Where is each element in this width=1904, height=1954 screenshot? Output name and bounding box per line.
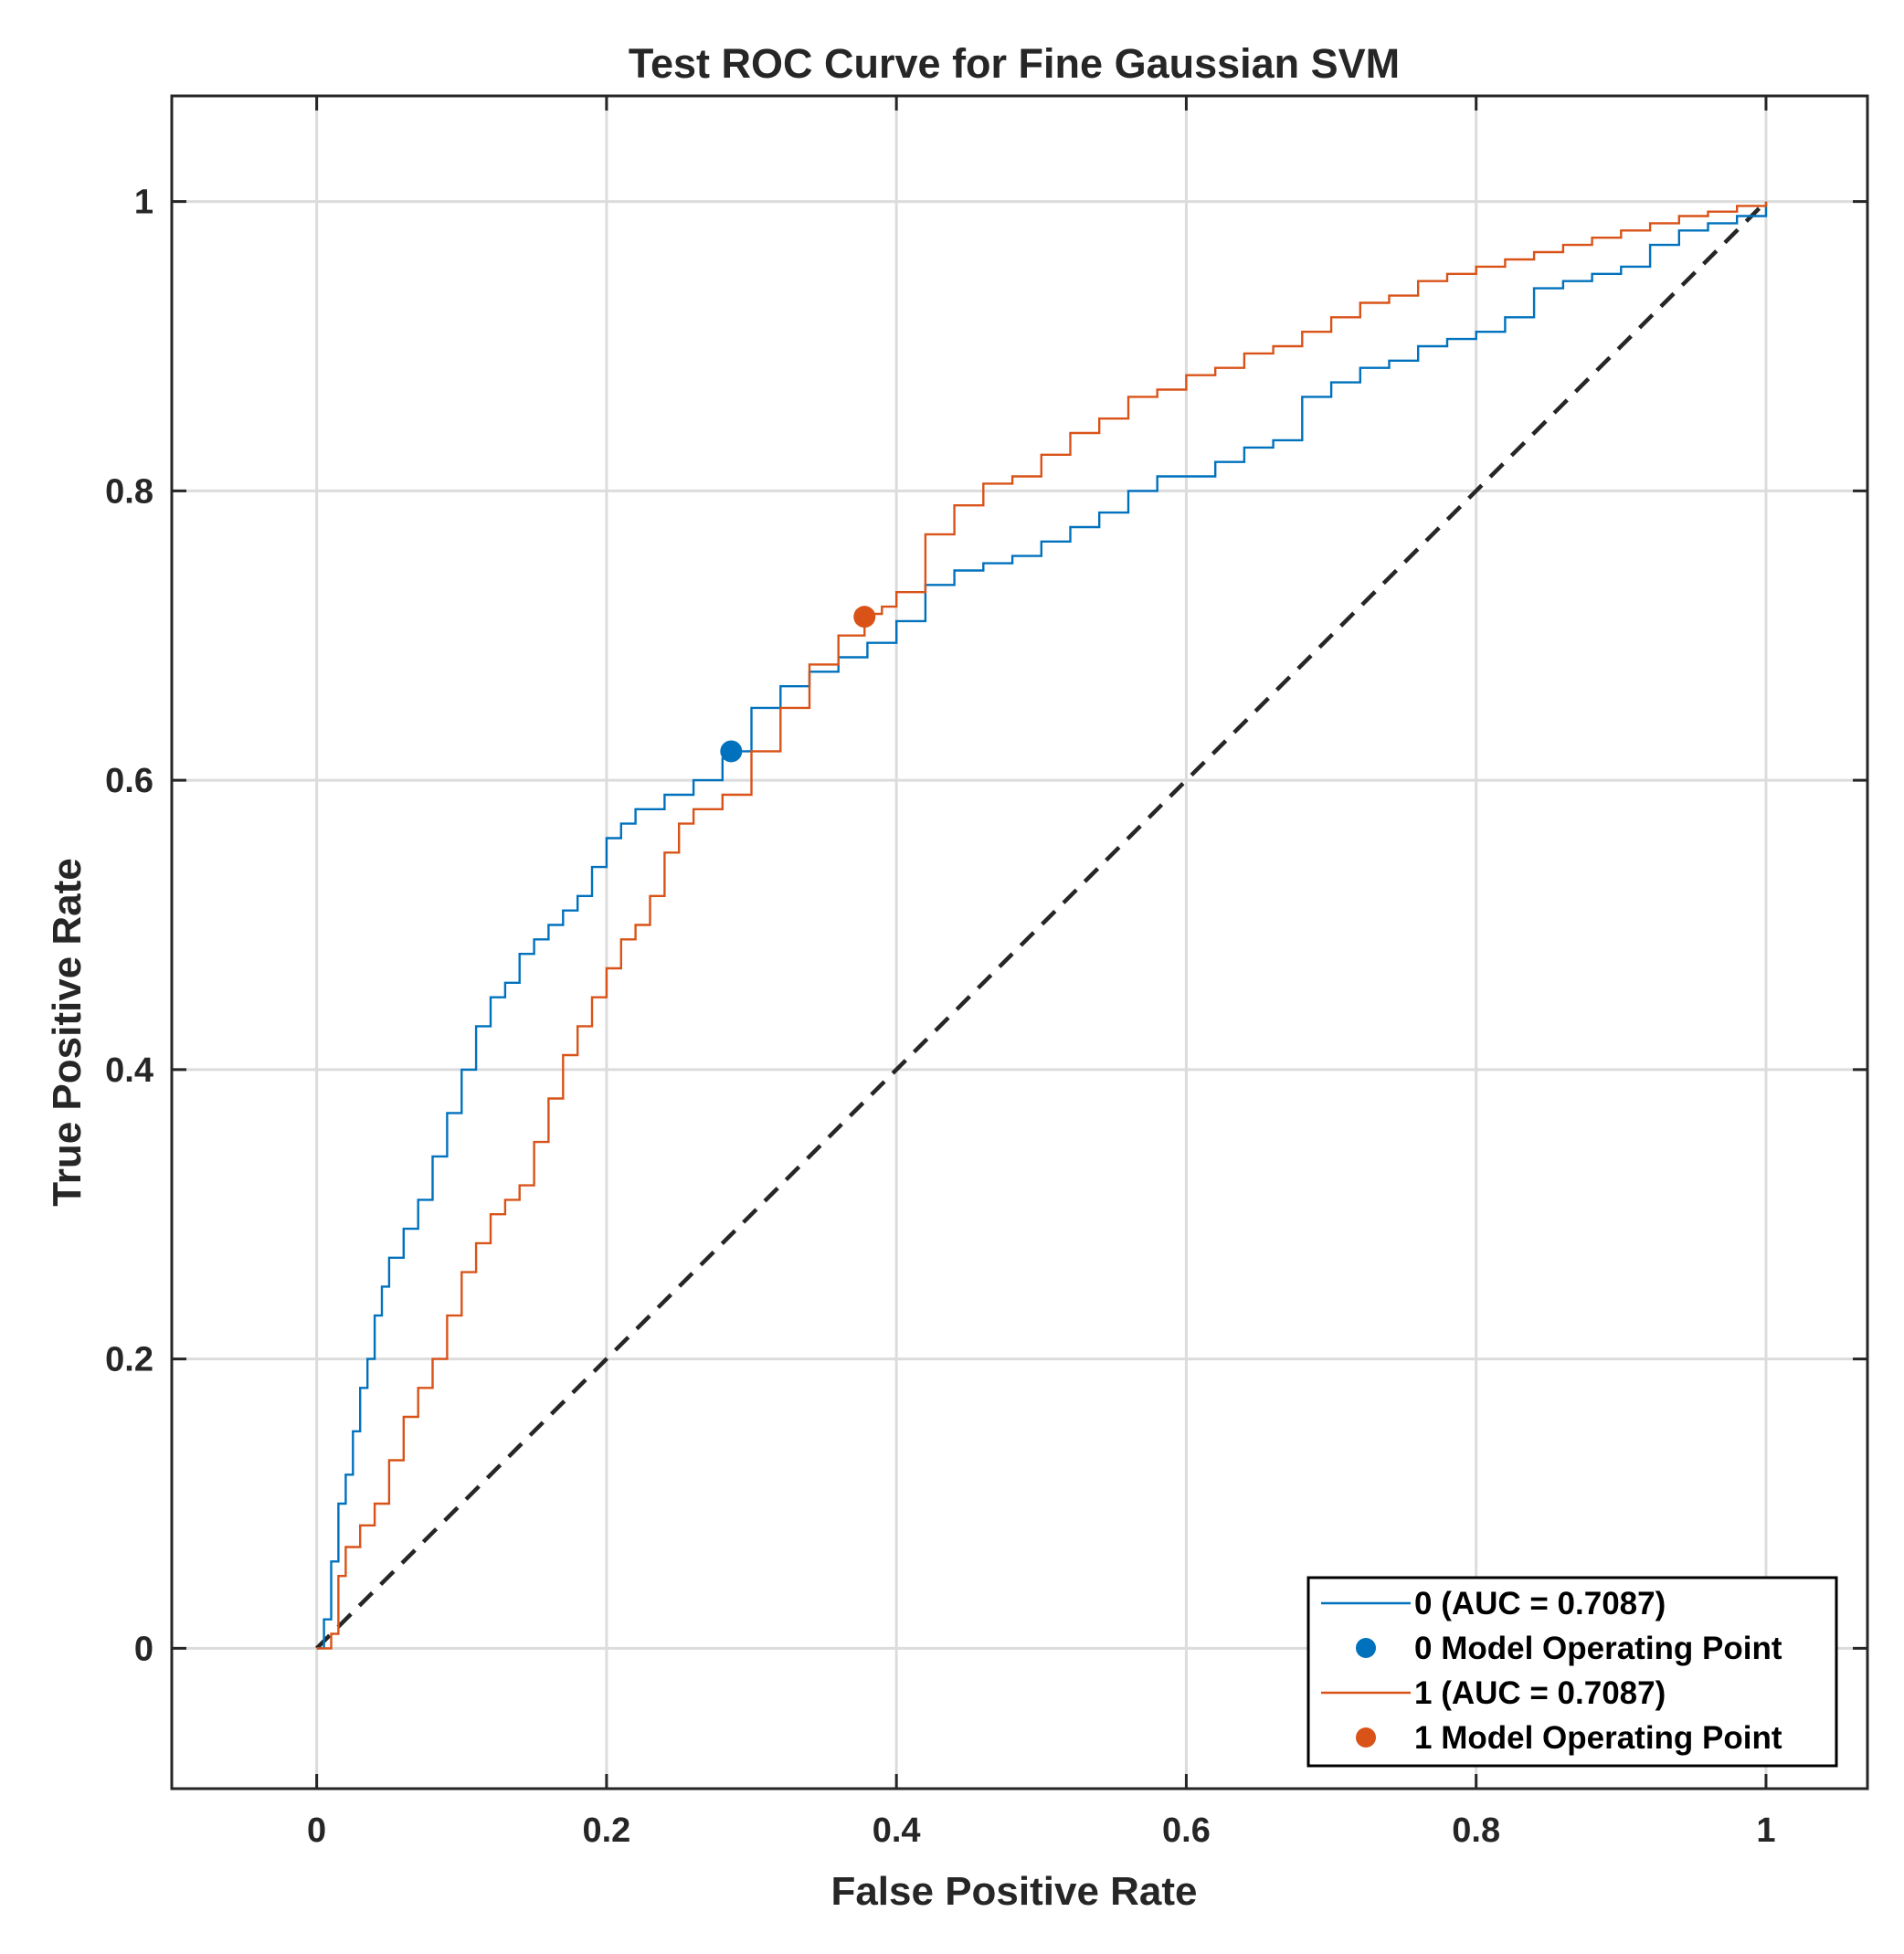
x-tick-label: 1	[1756, 1811, 1775, 1850]
x-tick-label: 0.4	[873, 1811, 921, 1850]
legend-entry-label: 1 (AUC = 0.7087)	[1414, 1675, 1666, 1711]
y-tick-label: 0.2	[105, 1341, 153, 1379]
operating-point-class-0	[720, 740, 743, 763]
y-tick-label: 0	[134, 1630, 153, 1668]
x-tick-label: 0	[307, 1811, 326, 1850]
legend-box	[1306, 1576, 1838, 1768]
legend-swatch-dot	[1356, 1727, 1376, 1748]
y-tick-label: 0.6	[105, 762, 153, 800]
operating-point-class-1	[853, 606, 876, 628]
legend-entry-label: 0 (AUC = 0.7087)	[1414, 1586, 1666, 1621]
legend-entry-label: 1 Model Operating Point	[1414, 1720, 1782, 1756]
x-axis-label: False Positive Rate	[830, 1869, 1197, 1914]
axis-ticks	[172, 96, 1867, 1789]
roc-series	[316, 201, 1768, 1650]
x-tick-label: 0.8	[1452, 1811, 1500, 1850]
roc-curve-class-0	[316, 201, 1768, 1650]
x-tick-label: 0.6	[1162, 1811, 1211, 1850]
y-tick-label: 0.8	[105, 472, 153, 511]
y-axis-label: True Positive Rate	[45, 858, 90, 1206]
plot-frame	[170, 94, 1869, 1790]
chance-line	[315, 200, 1768, 1650]
legend: 0 (AUC = 0.7087) 0 Model Operating Point 1…	[1306, 1576, 1838, 1768]
y-tick-label: 0.4	[105, 1051, 153, 1090]
chart-title: Test ROC Curve for Fine Gaussian SVM	[629, 40, 1400, 87]
y-tick-labels: 0 0.2 0.4 0.6 0.8 1	[105, 184, 153, 1669]
legend-entry-label: 0 Model Operating Point	[1414, 1631, 1782, 1666]
chance-diagonal	[315, 200, 1768, 1650]
operating-points	[720, 606, 876, 763]
grid	[172, 96, 1867, 1789]
x-tick-label: 0.2	[582, 1811, 630, 1850]
roc-curve-class-1	[316, 201, 1768, 1650]
x-tick-labels: 0 0.2 0.4 0.6 0.8 1	[307, 1811, 1775, 1850]
y-tick-label: 1	[134, 184, 153, 222]
legend-swatch-dot	[1356, 1638, 1376, 1658]
